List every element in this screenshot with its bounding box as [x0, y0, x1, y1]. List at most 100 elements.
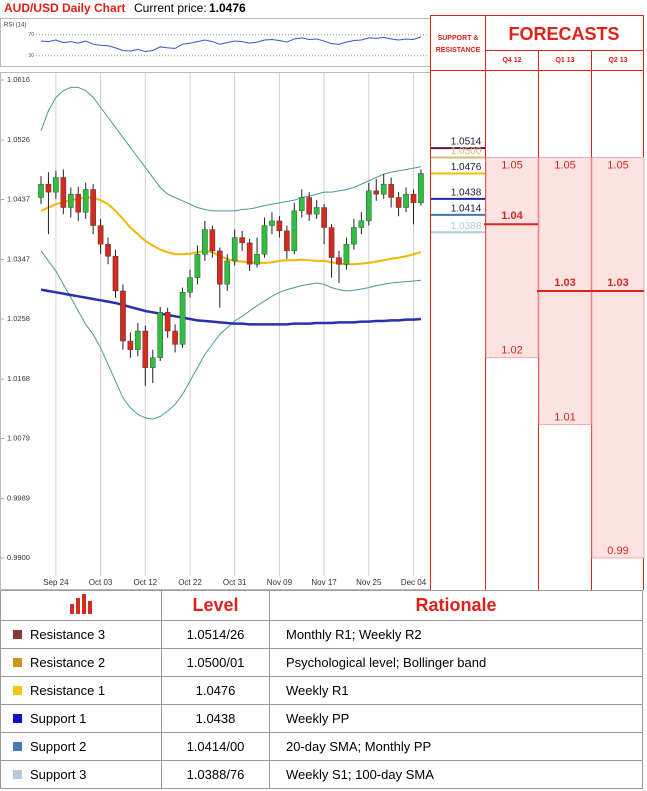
- x-tick-label: Oct 12: [134, 578, 158, 587]
- x-tick-label: Sep 24: [43, 578, 69, 587]
- chart-area: AUD/USD Daily Chart Current price: 1.047…: [0, 1, 645, 590]
- level-label: 1.0438: [451, 187, 482, 198]
- y-tick-label: 1.0526: [7, 135, 30, 144]
- candle-body: [60, 177, 67, 208]
- candle-body: [239, 237, 245, 244]
- candle-body: [298, 197, 305, 212]
- forecast-mid: 1.04: [501, 210, 523, 222]
- swatch: [13, 770, 22, 779]
- x-tick-label: Oct 22: [178, 578, 202, 587]
- level-label: 1.0514: [451, 137, 482, 148]
- candle-body: [395, 197, 402, 208]
- rationale: Psychological level; Bollinger band: [269, 648, 643, 677]
- candle-body: [172, 330, 178, 345]
- level-name: Resistance 2: [30, 655, 106, 670]
- chart: AUD/USD Daily Chart Current price: 1.047…: [0, 1, 645, 590]
- level-value: 1.0414/00: [161, 732, 270, 761]
- y-tick-label: 1.0258: [7, 314, 30, 323]
- y-tick-label: 1.0079: [7, 433, 30, 442]
- candle-body: [157, 312, 164, 358]
- candle-body: [351, 227, 357, 245]
- level-name-cell: Support 1: [0, 704, 162, 733]
- table-row: Resistance 1 1.0476 Weekly R1: [0, 676, 643, 705]
- candle-body: [127, 340, 134, 350]
- level-name-cell: Resistance 2: [0, 648, 162, 677]
- candle-body: [45, 183, 52, 193]
- candle-body: [254, 254, 260, 265]
- rationale: Weekly PP: [269, 704, 643, 733]
- level-value: 1.0476: [161, 676, 270, 705]
- table-row: Support 1 1.0438 Weekly PP: [0, 704, 643, 733]
- candle-body: [306, 197, 313, 215]
- forecast-range: [485, 157, 539, 359]
- candle-body: [209, 229, 216, 252]
- x-tick-label: Oct 03: [89, 578, 113, 587]
- overlay-line: [40, 250, 421, 420]
- level-label: 1.0388: [451, 221, 482, 232]
- overlay-line: [40, 288, 422, 326]
- candle-body: [97, 225, 104, 245]
- candle-body: [373, 190, 380, 195]
- candle-body: [38, 183, 44, 198]
- header-icon: [0, 590, 162, 621]
- level-label: 1.0500: [451, 146, 482, 157]
- candle-body: [82, 189, 89, 213]
- candle-body: [336, 257, 342, 265]
- forecast-mid: 1.03: [554, 277, 575, 289]
- swatch: [13, 658, 22, 667]
- candle-body: [179, 292, 186, 345]
- swatch: [13, 714, 22, 723]
- swatch: [13, 686, 22, 695]
- overlay-line: [40, 196, 422, 266]
- y-tick-label: 1.0168: [7, 374, 30, 383]
- candle-body: [53, 177, 59, 193]
- candle-body: [403, 193, 409, 208]
- quarter-label: Q1 13: [555, 57, 574, 64]
- x-tick-label: Nov 25: [356, 578, 382, 587]
- level-name: Support 1: [30, 711, 87, 726]
- level-name: Resistance 3: [30, 627, 106, 642]
- table-row: Resistance 2 1.0500/01 Psychological level…: [0, 648, 643, 677]
- candle-body: [202, 229, 208, 255]
- level-name: Support 3: [30, 767, 87, 782]
- table-row: Resistance 3 1.0514/26 Monthly R1; Weekly …: [0, 620, 643, 649]
- quarter-label: Q4 12: [502, 57, 521, 64]
- forecast-low: 1.01: [554, 411, 575, 423]
- rsi-tick-label: 70: [28, 32, 34, 38]
- candle-body: [224, 260, 231, 285]
- level-name: Resistance 1: [30, 683, 106, 698]
- level-label: 1.0476: [451, 162, 482, 173]
- table-body: Resistance 3 1.0514/26 Monthly R1; Weekly …: [0, 620, 643, 789]
- candle-body: [120, 290, 126, 342]
- table-header: Level Rationale: [0, 590, 643, 621]
- swatch: [13, 742, 22, 751]
- y-tick-label: 1.0437: [7, 194, 30, 203]
- bar-icon: [70, 594, 92, 614]
- rationale: Weekly R1: [269, 676, 643, 705]
- candle-body: [67, 193, 74, 208]
- table-row: Support 3 1.0388/76 Weekly S1; 100-day SMA: [0, 760, 643, 789]
- level-value: 1.0500/01: [161, 648, 270, 677]
- candle-body: [276, 220, 283, 232]
- x-tick-label: Nov 09: [267, 578, 293, 587]
- x-tick-label: Dec 04: [401, 578, 427, 587]
- x-tick-label: Oct 31: [223, 578, 247, 587]
- price-panel: [0, 72, 431, 590]
- candle-body: [269, 220, 275, 226]
- candle-body: [388, 183, 394, 198]
- y-tick-label: 1.0347: [7, 255, 30, 264]
- candle-body: [358, 220, 365, 228]
- candle-body: [142, 330, 149, 368]
- forecast-high: 1.05: [554, 159, 575, 171]
- rsi-title: RSI (14): [4, 23, 26, 29]
- level-name-cell: Resistance 1: [0, 676, 162, 705]
- candle-body: [149, 357, 156, 368]
- header-rationale: Rationale: [269, 590, 643, 621]
- y-tick-label: 0.9900: [7, 553, 30, 562]
- swatch: [13, 630, 22, 639]
- level-name-cell: Support 3: [0, 760, 162, 789]
- candle-body: [105, 244, 111, 257]
- candle-body: [112, 256, 119, 292]
- forecasts-title: FORECASTS: [508, 24, 619, 44]
